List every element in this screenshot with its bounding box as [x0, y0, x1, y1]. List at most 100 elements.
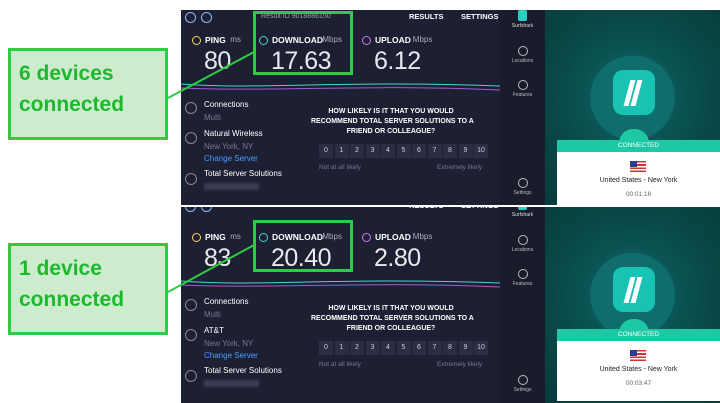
rating-button[interactable]: 3 — [365, 144, 380, 158]
nav-item[interactable]: Locations — [511, 58, 534, 64]
connected-time: 00:01:16 — [625, 191, 652, 198]
isp-name: Natural Wireless — [204, 129, 263, 138]
rating-button[interactable]: 9 — [458, 144, 473, 158]
nav-item[interactable]: Settings — [513, 190, 532, 196]
upload-unit: Mbps — [412, 232, 433, 241]
speedtest-panel: RESULTSSETTINGSPINGms83DOWNLOADMbps20.40… — [181, 207, 500, 403]
rating-button[interactable]: 1 — [334, 341, 349, 355]
rating-button[interactable]: 0 — [319, 144, 333, 158]
rating-button[interactable]: 2 — [350, 144, 364, 158]
question-line: RECOMMEND TOTAL SERVER SOLUTIONS TO A — [311, 118, 474, 125]
status-bar: CONNECTED — [557, 329, 720, 341]
app-logo — [518, 10, 527, 21]
download-label: DOWNLOAD — [272, 232, 323, 242]
nav-item[interactable]: Settings — [513, 387, 532, 393]
scale-high: Extremely likely — [437, 361, 483, 368]
scale-low: Not at all likely — [319, 164, 361, 171]
rating-button[interactable]: 4 — [381, 144, 395, 158]
rating-button[interactable]: 0 — [319, 341, 333, 355]
download-unit: Mbps — [322, 35, 342, 44]
upload-label: UPLOAD — [375, 35, 411, 45]
callout: 1 device connected — [8, 243, 168, 335]
settings-button[interactable]: SETTINGS — [461, 207, 499, 210]
results-button[interactable]: RESULTS — [409, 12, 444, 21]
vpn-main: CONNECTED United States - New York 00:03:4… — [545, 207, 720, 403]
rating-button[interactable]: 5 — [396, 341, 411, 355]
rating-button[interactable]: 7 — [427, 144, 442, 158]
rating-button[interactable]: 10 — [474, 144, 488, 158]
flag-canton — [630, 161, 637, 167]
flag — [630, 161, 646, 172]
connections-icon — [185, 102, 197, 114]
connections-mode: Multi — [204, 113, 221, 122]
nav-item[interactable]: Features — [512, 281, 533, 287]
connections-label: Connections — [204, 297, 249, 306]
location-card: United States - New York 00:03:47 — [557, 341, 720, 401]
app-name: Surfshark — [511, 212, 534, 218]
question-line: RECOMMEND TOTAL SERVER SOLUTIONS TO A — [311, 315, 474, 322]
flag-canton — [630, 350, 637, 356]
rating-button[interactable]: 1 — [334, 144, 349, 158]
status-bar: CONNECTED — [557, 140, 720, 152]
isp-name: AT&T — [204, 326, 224, 335]
download-label: DOWNLOAD — [272, 35, 323, 45]
change-server-link[interactable]: Change Server — [204, 154, 258, 163]
download-icon — [259, 233, 268, 242]
connections-icon — [185, 299, 197, 311]
nav-icon — [518, 269, 528, 279]
surfshark-logo — [613, 267, 655, 312]
result-id: Result ID 9018886150 — [261, 13, 331, 20]
ping-value: 83 — [204, 244, 231, 272]
download-icon — [259, 36, 268, 45]
rating-button[interactable]: 4 — [381, 341, 395, 355]
server-ip-blurred — [204, 380, 259, 387]
connections-mode: Multi — [204, 310, 221, 319]
download-value: 20.40 — [271, 244, 332, 272]
rating-button[interactable]: 7 — [427, 341, 442, 355]
location: United States - New York — [599, 366, 678, 373]
upload-icon — [362, 233, 371, 242]
upload-label: UPLOAD — [375, 232, 411, 242]
callout-line: connected — [19, 93, 125, 116]
isp-icon — [185, 132, 197, 144]
rating-button[interactable]: 6 — [412, 144, 426, 158]
rating-button[interactable]: 3 — [365, 341, 380, 355]
info-icon — [201, 12, 212, 23]
download-highlight — [253, 11, 353, 75]
ping-unit: ms — [230, 232, 241, 241]
server-icon — [185, 173, 197, 185]
server-name: Total Server Solutions — [204, 169, 282, 178]
nav-icon — [518, 235, 528, 245]
download-value: 17.63 — [271, 47, 332, 75]
callout-line: 6 devices — [19, 62, 114, 85]
rating-button[interactable]: 6 — [412, 341, 426, 355]
rating-button[interactable]: 8 — [443, 341, 457, 355]
nav-item[interactable]: Features — [512, 92, 533, 98]
rating-button[interactable]: 5 — [396, 144, 411, 158]
city: New York, NY — [204, 142, 254, 151]
location-card: United States - New York 00:01:16 — [557, 152, 720, 205]
vpn-sidebar: Surfshark Locations Features Settings — [500, 207, 545, 403]
callout-line: connected — [19, 288, 125, 311]
scale-high: Extremely likely — [437, 164, 483, 171]
settings-button[interactable]: SETTINGS — [461, 12, 499, 21]
nav-icon — [518, 46, 528, 56]
rating-button[interactable]: 9 — [458, 341, 473, 355]
connected-time: 00:03:47 — [625, 380, 652, 387]
ping-icon — [192, 233, 201, 242]
rating-button[interactable]: 8 — [443, 144, 457, 158]
nav-icon — [518, 375, 528, 385]
rating-button[interactable]: 2 — [350, 341, 364, 355]
speedtest-panel: Result ID 9018886150 RESULTS SETTINGS PING m… — [181, 10, 500, 205]
upload-value: 2.80 — [374, 244, 421, 272]
results-button[interactable]: RESULTS — [409, 207, 443, 210]
change-server-link[interactable]: Change Server — [204, 351, 258, 360]
upload-icon — [362, 36, 371, 45]
question-line: HOW LIKELY IS IT THAT YOU WOULD — [328, 108, 454, 115]
upload-value: 6.12 — [374, 47, 421, 75]
nav-item[interactable]: Locations — [511, 247, 534, 253]
question-line: HOW LIKELY IS IT THAT YOU WOULD — [328, 305, 454, 312]
rating-button[interactable]: 10 — [474, 341, 488, 355]
